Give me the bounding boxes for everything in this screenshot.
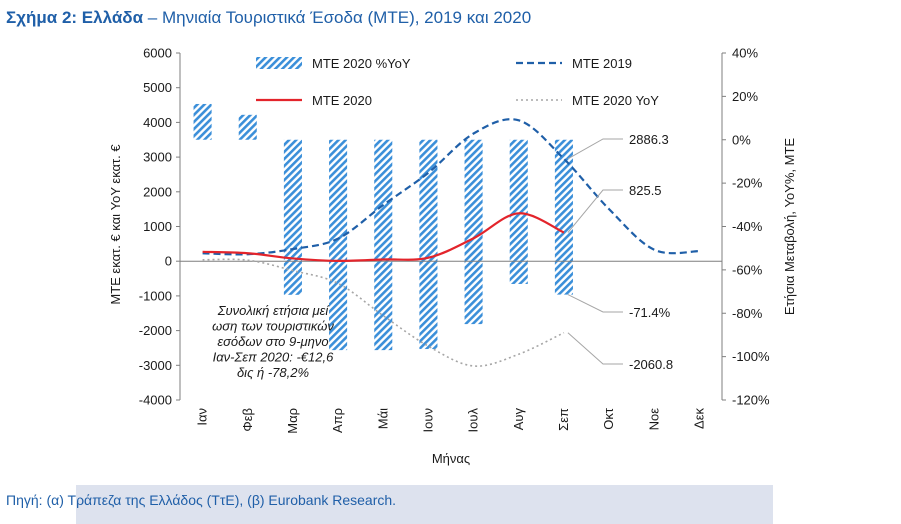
left-tick-label-5: 1000 [143, 219, 172, 234]
line-mte-2019 [202, 118, 700, 256]
x-tick-label-7: Ιουλ [466, 408, 481, 433]
note-line-3: Ιαν-Σεπ 2020: -€12,6 [213, 350, 334, 365]
chart-svg: 6000 5000 4000 3000 2000 1000 0 -1000 -2000 -3000… [108, 46, 797, 467]
right-tick-label-6: -80% [732, 306, 763, 321]
annotation-leader-2 [567, 294, 623, 313]
right-tick-label-0: 40% [732, 46, 758, 61]
x-tick-label-9: Σεπ [556, 408, 571, 431]
chart-panel: 6000 5000 4000 3000 2000 1000 0 -1000 -2000 -3000… [76, 33, 823, 485]
x-axis-title: Μήνας [432, 451, 470, 466]
bar-yoy-pct-1 [193, 103, 212, 140]
legend-swatch-0 [256, 57, 302, 69]
bar-yoy-pct-8 [509, 139, 528, 284]
annotation-label-3: -2060.8 [629, 357, 673, 372]
legend-label-3: ΜΤΕ 2020 YoY [572, 93, 659, 108]
right-tick-label-5: -60% [732, 262, 763, 277]
chart-title-rest: – Μηνιαία Τουριστικά Έσοδα (ΜΤΕ), 2019 κ… [143, 8, 532, 27]
x-tick-label-12: Δεκ [691, 408, 706, 429]
x-tick-label-8: Αυγ [511, 408, 526, 431]
right-tick-label-4: -40% [732, 219, 763, 234]
bar-yoy-pct-4 [329, 139, 348, 351]
left-tick-label-1: 5000 [143, 80, 172, 95]
right-axis-title: Ετήσια Μεταβολή, YoY%, ΜΤΕ [782, 138, 797, 316]
annotation-label-2: -71.4% [629, 305, 671, 320]
annotation-leader-3 [567, 332, 623, 365]
x-tick-label-4: Απρ [330, 408, 345, 433]
line-mte-2020-yoy [202, 258, 565, 367]
x-tick-label-5: Μάι [375, 408, 390, 429]
right-tick-label-7: -100% [732, 349, 770, 364]
source-note: Πηγή: (α) Τράπεζα της Ελλάδος (ΤτΕ), (β)… [6, 492, 397, 508]
bar-yoy-pct-9 [554, 139, 573, 295]
x-tick-label-2: Φεβ [240, 408, 255, 432]
right-tick-label-2: 0% [732, 132, 751, 147]
note-line-0: Συνολική ετήσια μεί [217, 303, 330, 318]
legend-label-0: ΜΤΕ 2020 %YoY [312, 56, 411, 71]
bar-yoy-pct-3 [283, 139, 302, 295]
left-tick-label-2: 4000 [143, 115, 172, 130]
note-line-2: εσόδων στο 9-μηνο [217, 334, 328, 349]
left-tick-label-6: 0 [165, 254, 172, 269]
line-mte-2020 [202, 212, 565, 262]
right-tick-label-8: -120% [732, 393, 770, 408]
legend-label-2: ΜΤΕ 2020 [312, 93, 372, 108]
chart-title: Σχήμα 2: Ελλάδα – Μηνιαία Τουριστικά Έσο… [6, 8, 531, 28]
x-tick-label-10: Οκτ [601, 407, 616, 430]
annotation-label-0: 2886.3 [629, 132, 669, 147]
chart-title-bold: Σχήμα 2: Ελλάδα [6, 8, 144, 27]
left-tick-label-3: 3000 [143, 150, 172, 165]
x-tick-label-6: Ιουν [420, 408, 435, 432]
bar-yoy-pct-5 [374, 139, 393, 351]
annotation-leader-1 [567, 189, 623, 233]
left-tick-label-7: -1000 [139, 288, 172, 303]
left-tick-label-0: 6000 [143, 46, 172, 61]
bar-yoy-pct-7 [464, 139, 483, 325]
left-tick-label-10: -4000 [139, 393, 172, 408]
x-tick-label-1: Ιαν [195, 408, 210, 426]
bar-yoy-pct-6 [419, 139, 438, 350]
right-tick-label-3: -20% [732, 176, 763, 191]
right-tick-label-1: 20% [732, 89, 758, 104]
x-tick-label-11: Νοε [646, 408, 661, 431]
left-tick-label-8: -2000 [139, 323, 172, 338]
legend-label-1: ΜΤΕ 2019 [572, 56, 632, 71]
bar-yoy-pct-2 [238, 114, 257, 140]
annotation-leader-0 [567, 138, 623, 160]
note-line-4: δις ή -78,2% [237, 365, 309, 380]
annotation-label-1: 825.5 [629, 183, 662, 198]
left-axis-title: ΜΤΕ εκατ. € και YoY εκατ. € [108, 144, 123, 305]
left-tick-label-4: 2000 [143, 184, 172, 199]
left-tick-label-9: -3000 [139, 358, 172, 373]
note-line-1: ωση των τουριστικών [212, 319, 334, 334]
x-tick-label-3: Μαρ [285, 408, 300, 434]
